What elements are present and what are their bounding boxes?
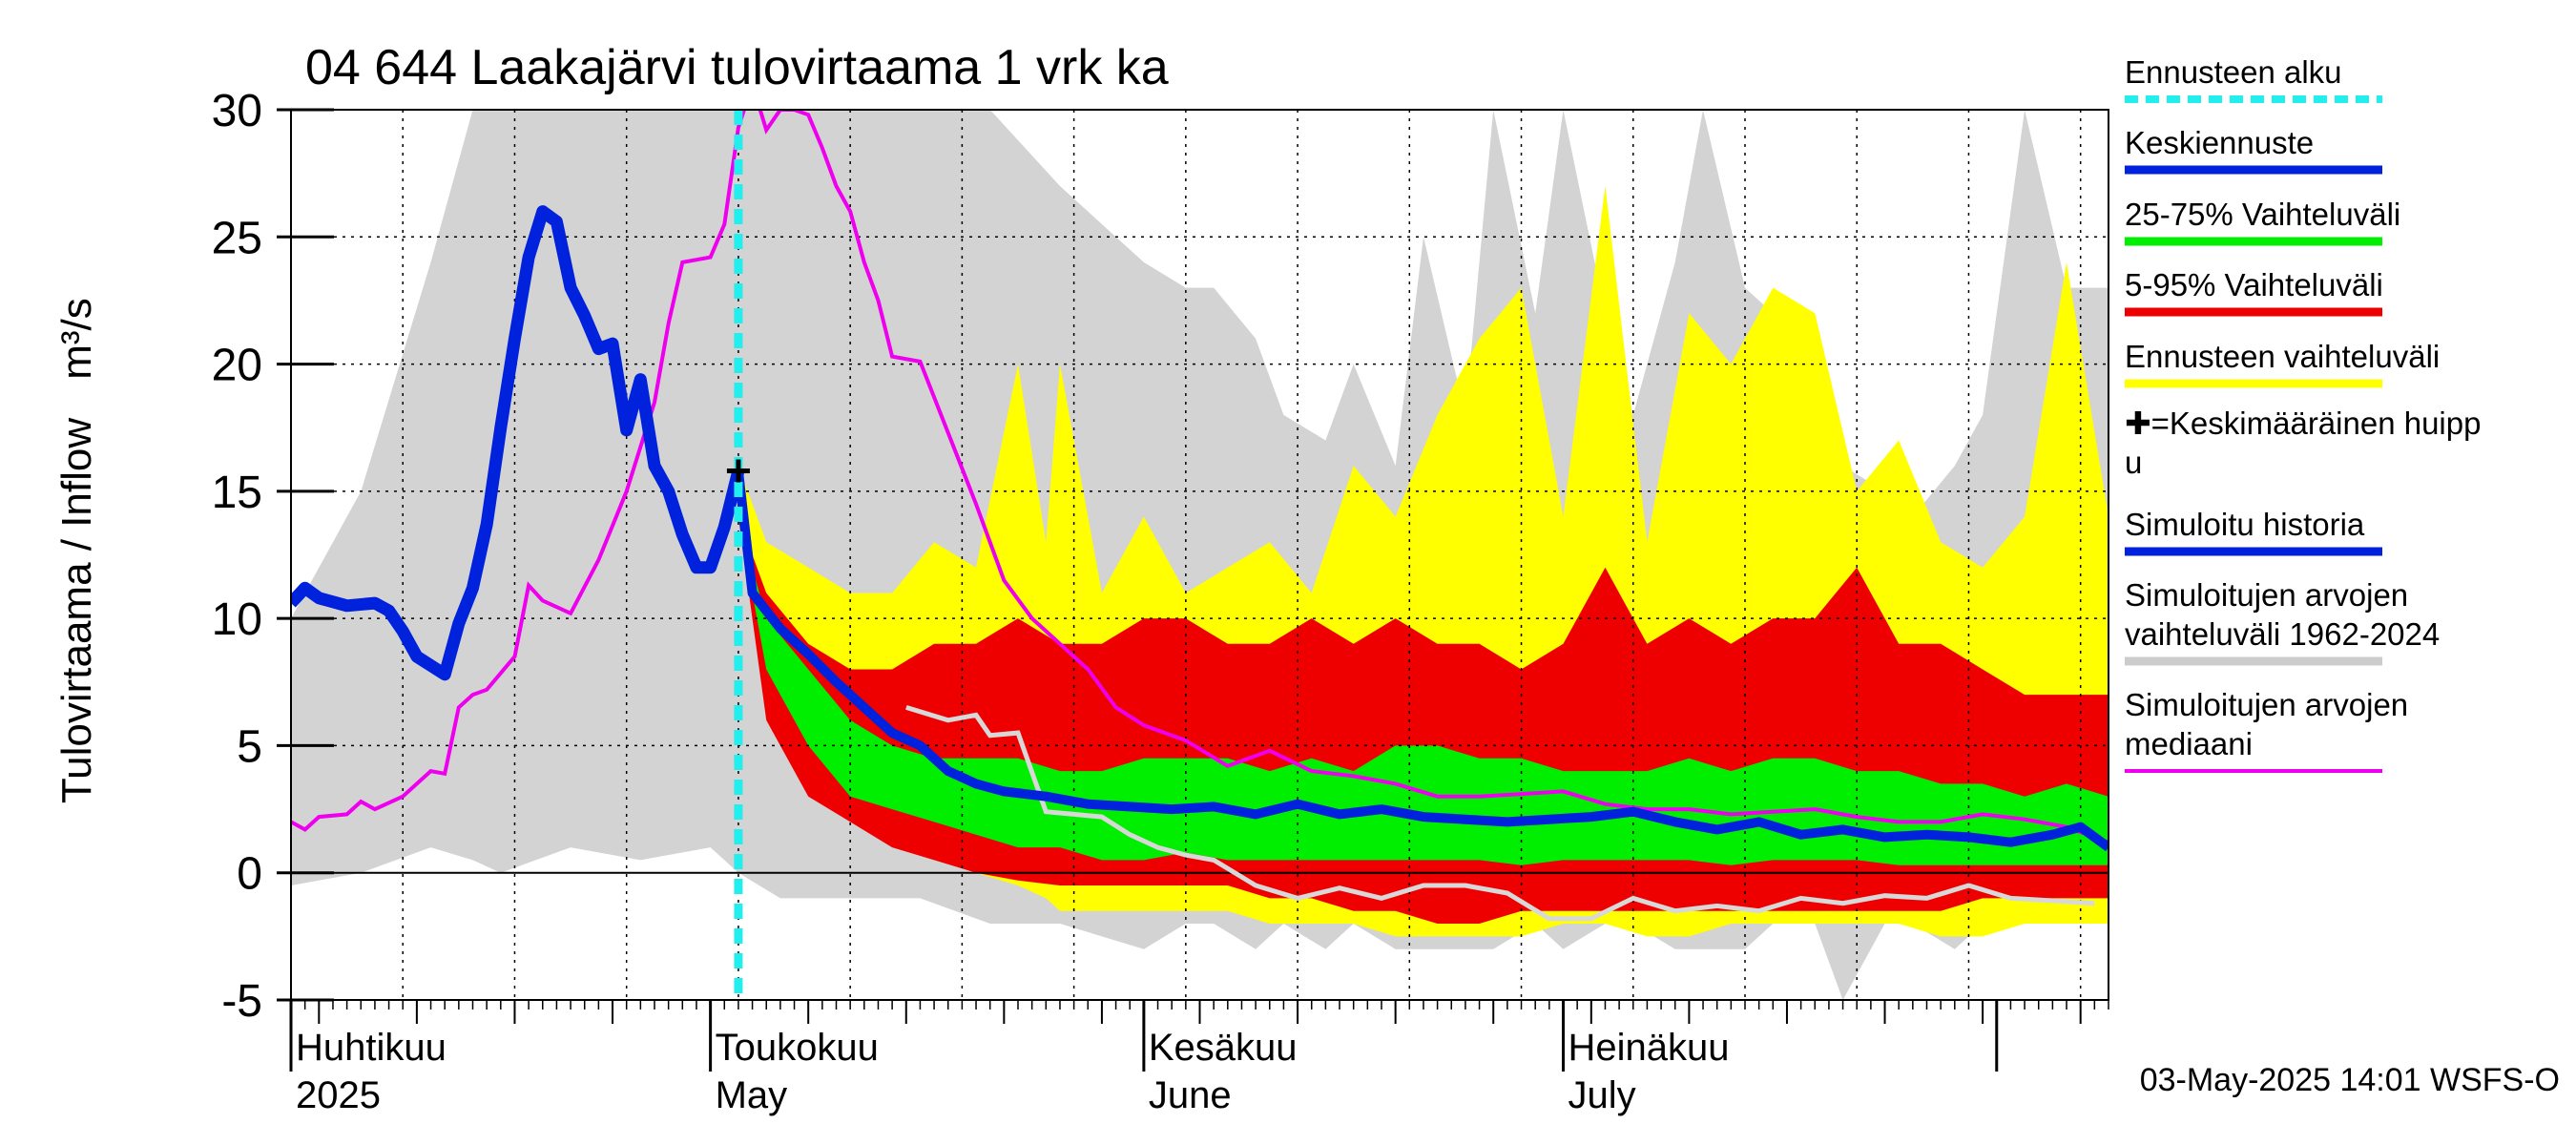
legend-label: Simuloitujen arvojen [2125,687,2408,722]
month-label-en: 2025 [296,1074,381,1116]
y-tick-label: 10 [212,594,262,645]
grid [291,110,2109,1000]
month-label-fi: Heinäkuu [1568,1027,1730,1069]
y-axis-unit: m³/s [53,298,100,380]
y-tick-label: 15 [212,468,262,518]
median-history-line [905,705,2095,922]
plot-areas [291,110,2109,1000]
y-tick-label: -5 [221,976,262,1027]
y-tick-label: 20 [212,341,262,391]
axes: -5051015202530Huhtikuu2025ToukokuuMayKes… [212,86,2109,1116]
y-axis-label: Tulovirtaama / Inflow [53,418,100,804]
month-label-fi: Kesäkuu [1149,1027,1298,1069]
mean-peak-marker [726,459,750,483]
legend-label: Simuloitujen arvojen [2125,577,2408,613]
y-tick-label: 25 [212,213,262,263]
legend-label-2: vaihteluväli 1962-2024 [2125,616,2440,652]
legend: Ennusteen alku Keskiennuste 25-75% Vaihtel… [2125,54,2481,773]
legend-label: 5-95% Vaihteluväli [2125,267,2383,302]
legend-label: ✚=Keskimääräinen huipp [2125,406,2481,441]
forecast-mean-line [733,469,2109,852]
month-label-en: May [716,1074,788,1116]
timestamp-footer: 03-May-2025 14:01 WSFS-O [2140,1062,2560,1098]
simulated-history-line [291,205,745,681]
month-label-en: June [1149,1074,1232,1116]
legend-label: Ennusteen vaihteluväli [2125,339,2440,374]
legend-label: Simuloitu historia [2125,507,2365,542]
y-tick-label: 30 [212,86,262,136]
band-25-75 [737,516,2109,865]
legend-label: Ennusteen alku [2125,54,2342,90]
legend-label-2: mediaani [2125,726,2253,761]
month-label-en: July [1568,1074,1636,1116]
y-tick-label: 5 [237,721,262,772]
legend-label: 25-75% Vaihteluväli [2125,197,2400,232]
month-label-fi: Toukokuu [716,1027,879,1069]
month-label-fi: Huhtikuu [296,1027,447,1069]
median-line [291,110,2109,844]
chart-title: 04 644 Laakajärvi tulovirtaama 1 vrk ka [305,40,1169,95]
y-tick-label: 0 [237,849,262,900]
legend-label-2: u [2125,445,2142,480]
plot-lines [291,110,2109,1000]
legend-label: Keskiennuste [2125,125,2314,160]
